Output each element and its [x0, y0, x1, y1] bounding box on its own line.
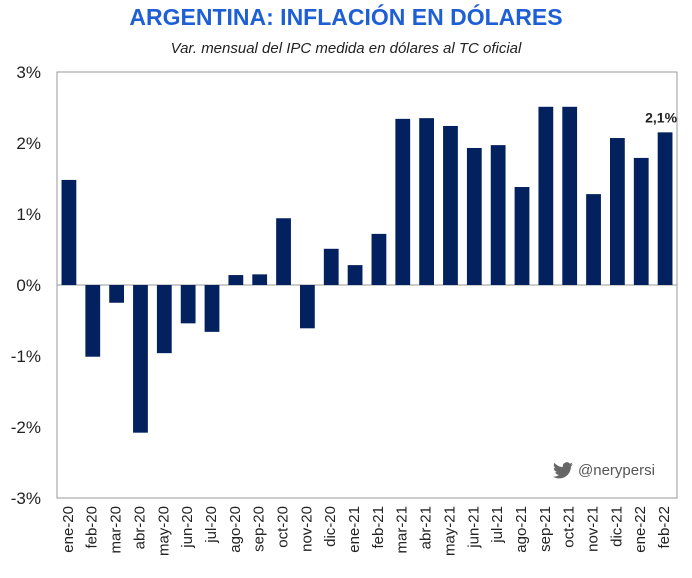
x-tick-label: may-20 [155, 506, 172, 556]
credit-handle: @nerypersi [578, 462, 655, 479]
bar-ago-20 [228, 275, 244, 285]
x-tick-label: ene-22 [632, 506, 649, 553]
twitter-credit: @nerypersi [553, 462, 655, 479]
bar-oct-21 [562, 106, 578, 285]
x-tick-label: sep-20 [251, 506, 268, 552]
bar-jun-21 [466, 147, 482, 285]
x-tick-label: abr-20 [131, 506, 148, 549]
bar-jul-20 [204, 285, 220, 332]
bar-ene-22 [633, 157, 649, 285]
bar-oct-20 [276, 218, 291, 285]
bar-sep-20 [252, 274, 268, 285]
y-tick-label: -2% [11, 418, 41, 437]
bar-jul-21 [490, 145, 506, 285]
x-tick-label: sep-21 [537, 506, 554, 552]
x-tick-label: dic-20 [322, 506, 339, 547]
chart-title: ARGENTINA: INFLACIÓN EN DÓLARES [129, 4, 563, 30]
x-tick-label: oct-20 [275, 506, 292, 548]
data-label-annotation: 2,1% [645, 109, 677, 125]
bar-feb-21 [371, 233, 387, 285]
x-tick-label: oct-21 [561, 506, 578, 548]
y-tick-label: 1% [16, 205, 41, 224]
y-tick-label: 3% [16, 63, 41, 82]
x-tick-label: mar-20 [108, 506, 125, 554]
x-tick-label: ago-21 [513, 506, 530, 553]
bar-nov-20 [299, 285, 315, 329]
x-tick-label: jun-20 [179, 506, 196, 549]
x-tick-label: nov-21 [585, 506, 602, 552]
bar-may-20 [156, 285, 172, 354]
x-tick-label: abr-21 [418, 506, 435, 549]
y-tick-label: -3% [11, 489, 41, 508]
bar-dic-21 [609, 138, 625, 285]
bar-ene-20 [61, 179, 77, 285]
x-tick-label: ago-20 [227, 506, 244, 553]
y-tick-label: 2% [16, 134, 41, 153]
bar-mar-20 [109, 285, 125, 303]
bar-nov-21 [586, 194, 601, 285]
x-tick-label: feb-21 [370, 506, 387, 549]
bar-sep-21 [538, 106, 554, 285]
y-tick-label: -1% [11, 347, 41, 366]
x-tick-label: jun-21 [465, 506, 482, 549]
twitter-icon [553, 462, 573, 479]
bar-jun-20 [180, 285, 196, 324]
bar-ene-21 [347, 265, 363, 285]
y-tick-label: 0% [16, 276, 41, 295]
x-tick-label: feb-22 [656, 506, 673, 549]
x-tick-label: dic-21 [608, 506, 625, 547]
bar-may-21 [443, 125, 458, 286]
bar-feb-20 [85, 285, 101, 357]
bar-ago-21 [514, 187, 530, 285]
x-tick-label: jul-21 [489, 506, 506, 544]
x-tick-label: ene-21 [346, 506, 363, 553]
chart-subtitle: Var. mensual del IPC medida en dólares a… [170, 40, 522, 57]
x-tick-label: feb-20 [84, 506, 101, 549]
x-tick-label: ene-20 [60, 506, 77, 553]
x-tick-label: mar-21 [394, 506, 411, 554]
x-tick-label: may-21 [441, 506, 458, 556]
x-tick-label: nov-20 [298, 506, 315, 552]
bar-mar-21 [395, 118, 411, 285]
x-tick-label: jul-20 [203, 506, 220, 544]
bar-abr-20 [133, 285, 148, 433]
bar-abr-21 [419, 118, 435, 286]
bar-feb-22 [657, 132, 673, 285]
bar-dic-20 [323, 248, 339, 285]
